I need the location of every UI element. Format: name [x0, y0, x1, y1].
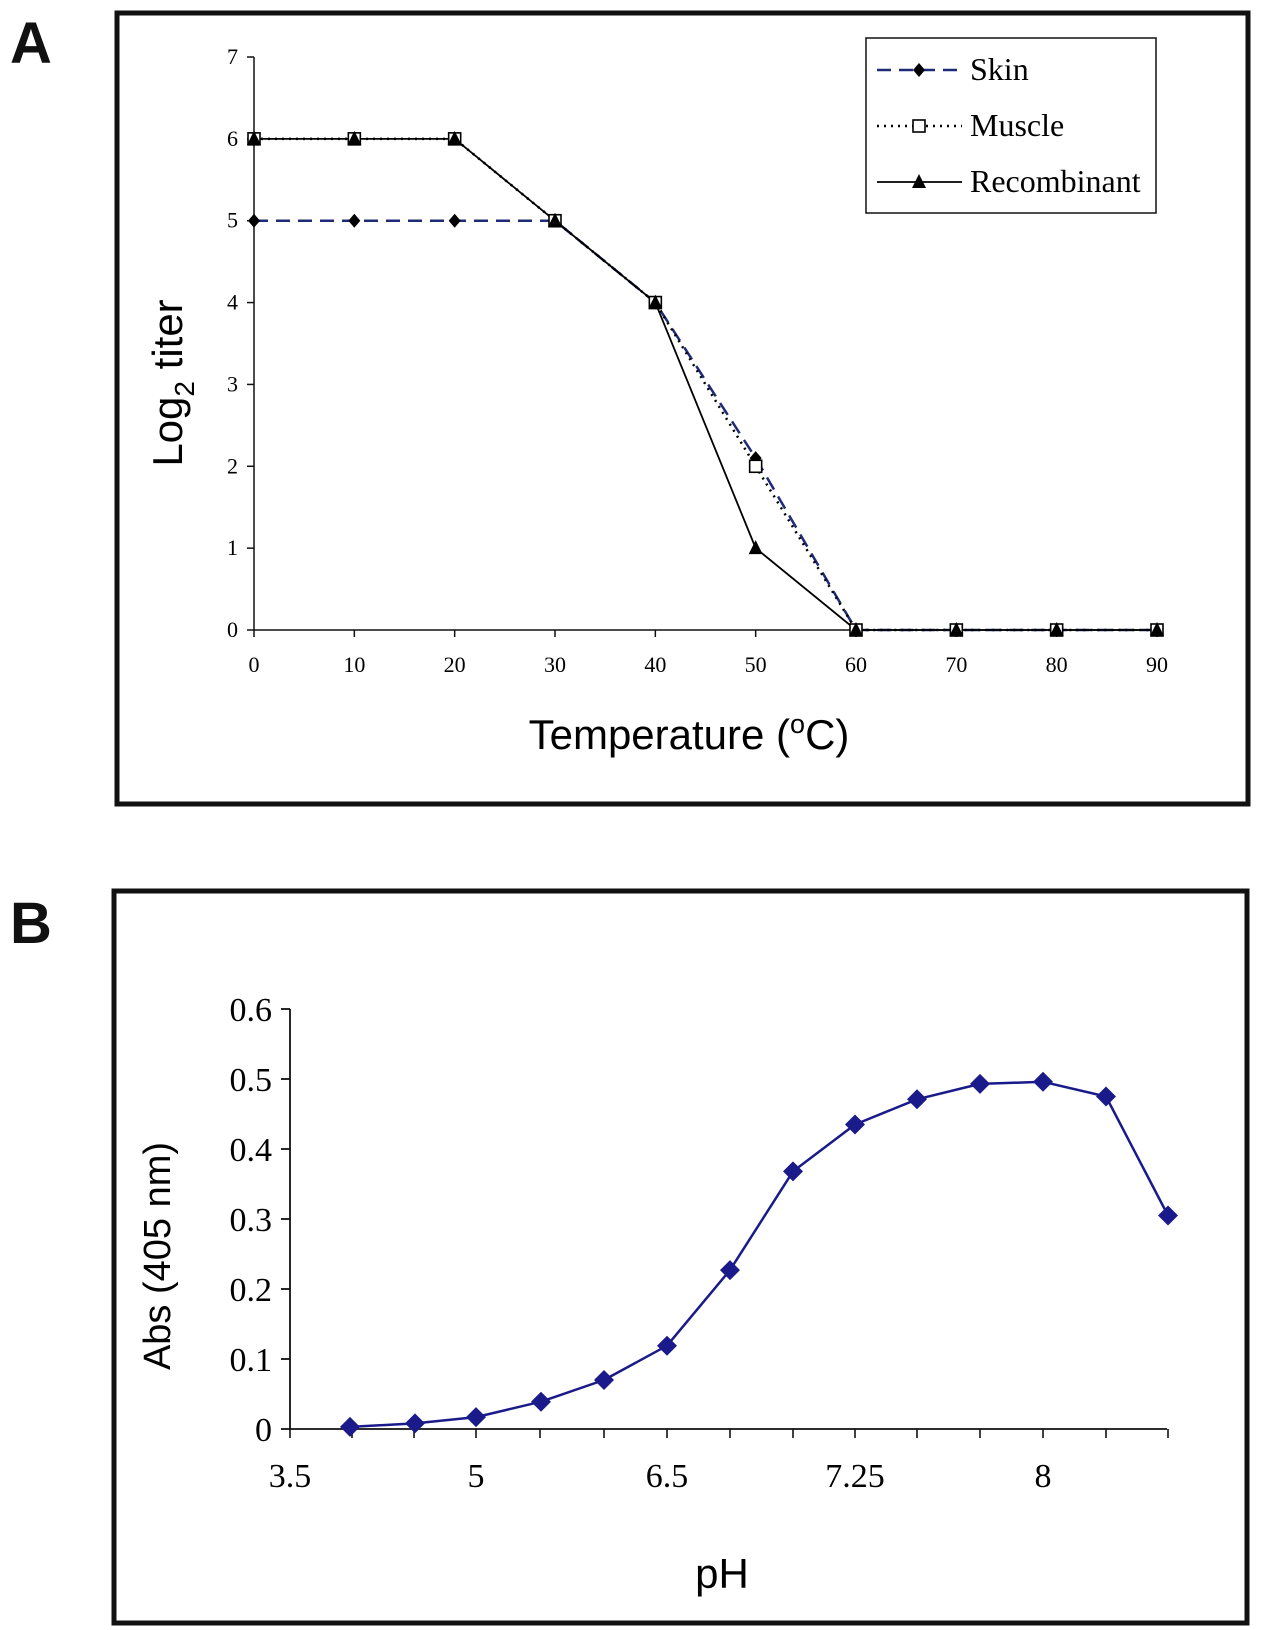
b-series-line: [349, 1080, 1170, 1429]
a-y-tick-label: 4: [227, 290, 238, 315]
b-point: [340, 1416, 360, 1437]
b-x-tick-label: 6.5: [646, 1458, 689, 1495]
a-point-recombinant: [748, 540, 763, 555]
a-point-skin: [248, 213, 260, 228]
a-x-tick-label: 0: [249, 652, 260, 677]
b-x-tick-label: 3.5: [269, 1458, 312, 1495]
b-y-tick-label: 0.3: [230, 1202, 273, 1239]
a-x-tick-label: 70: [945, 652, 967, 677]
b-point: [1096, 1086, 1116, 1107]
a-x-tick-label: 50: [745, 652, 767, 677]
panel-a-frame: [114, 10, 1251, 807]
b-x-tick-label: 5: [468, 1458, 485, 1495]
b-point: [1033, 1071, 1053, 1092]
b-y-tick-label: 0.2: [230, 1272, 273, 1309]
b-point: [657, 1335, 677, 1356]
b-y-axis-label: Abs (405 nm): [137, 1142, 179, 1370]
b-point: [970, 1073, 990, 1094]
b-y-tick-label: 0: [255, 1412, 272, 1449]
a-legend-label-skin: Skin: [970, 51, 1029, 87]
a-point-recombinant: [849, 622, 863, 636]
panel-letter-a: A: [10, 11, 52, 76]
panel-letter-b: B: [10, 891, 52, 956]
b-y-tick-label: 0.1: [230, 1342, 273, 1379]
b-point: [531, 1391, 551, 1412]
a-x-axis-label: Temperature (oC): [529, 709, 850, 758]
a-point-muscle: [748, 459, 763, 474]
a-y-tick-label: 3: [227, 371, 238, 396]
a-y-tick-label: 6: [227, 126, 238, 151]
b-x-axis-label: pH: [695, 1550, 749, 1597]
a-point-recombinant: [447, 130, 462, 145]
a-x-tick-label: 30: [544, 652, 566, 677]
a-x-tick-label: 90: [1146, 652, 1168, 677]
a-x-tick-label: 60: [845, 652, 867, 677]
a-point-recombinant: [1150, 622, 1164, 636]
b-point: [1158, 1205, 1178, 1226]
a-y-tick-label: 0: [227, 617, 238, 642]
a-y-tick-label: 2: [227, 453, 238, 478]
a-point-recombinant: [648, 294, 663, 309]
a-x-tick-label: 20: [444, 652, 466, 677]
b-x-tick-label: 7.25: [825, 1458, 885, 1495]
a-legend-label-muscle: Muscle: [970, 107, 1064, 143]
a-point-recombinant: [247, 130, 261, 145]
a-legend-marker-recombinant: [912, 174, 926, 188]
a-point-skin: [448, 213, 461, 228]
b-point: [405, 1413, 425, 1434]
b-point: [594, 1370, 614, 1390]
a-series-line-recombinant: [254, 137, 1157, 631]
a-point-recombinant: [347, 130, 362, 145]
a-point-recombinant: [949, 622, 964, 636]
a-x-tick-label: 80: [1046, 652, 1068, 677]
a-legend-marker-muscle: [912, 119, 926, 133]
b-y-tick-label: 0.4: [230, 1132, 273, 1169]
b-y-tick-label: 0.5: [230, 1062, 273, 1099]
b-x-tick-label: 8: [1035, 1458, 1052, 1495]
a-y-tick-label: 1: [227, 535, 238, 560]
a-y-tick-label: 7: [227, 44, 238, 69]
b-point: [720, 1260, 740, 1281]
a-point-skin: [348, 213, 361, 228]
a-x-tick-label: 10: [343, 652, 365, 677]
panel-b-frame: [111, 888, 1250, 1626]
a-legend: Skin Muscle Recombinant: [865, 37, 1157, 214]
b-point: [466, 1407, 486, 1428]
b-point: [845, 1114, 865, 1135]
a-point-recombinant: [1049, 622, 1064, 636]
a-point-recombinant: [548, 212, 562, 227]
a-x-tick-label: 40: [644, 652, 666, 677]
a-y-tick-label: 5: [227, 208, 238, 233]
chart-b: 0 0.1 0.2 0.3 0.4 0.5 0.6 3.5 5 6.5 7.25 8 pH Abs (…: [137, 992, 1178, 1597]
a-legend-label-recombinant: Recombinant: [970, 163, 1141, 199]
b-point: [783, 1161, 803, 1182]
a-y-axis-label: Log2 titer: [144, 299, 200, 466]
b-point: [907, 1089, 927, 1110]
b-y-tick-label: 0.6: [230, 992, 273, 1029]
a-legend-marker-skin: [913, 63, 925, 77]
